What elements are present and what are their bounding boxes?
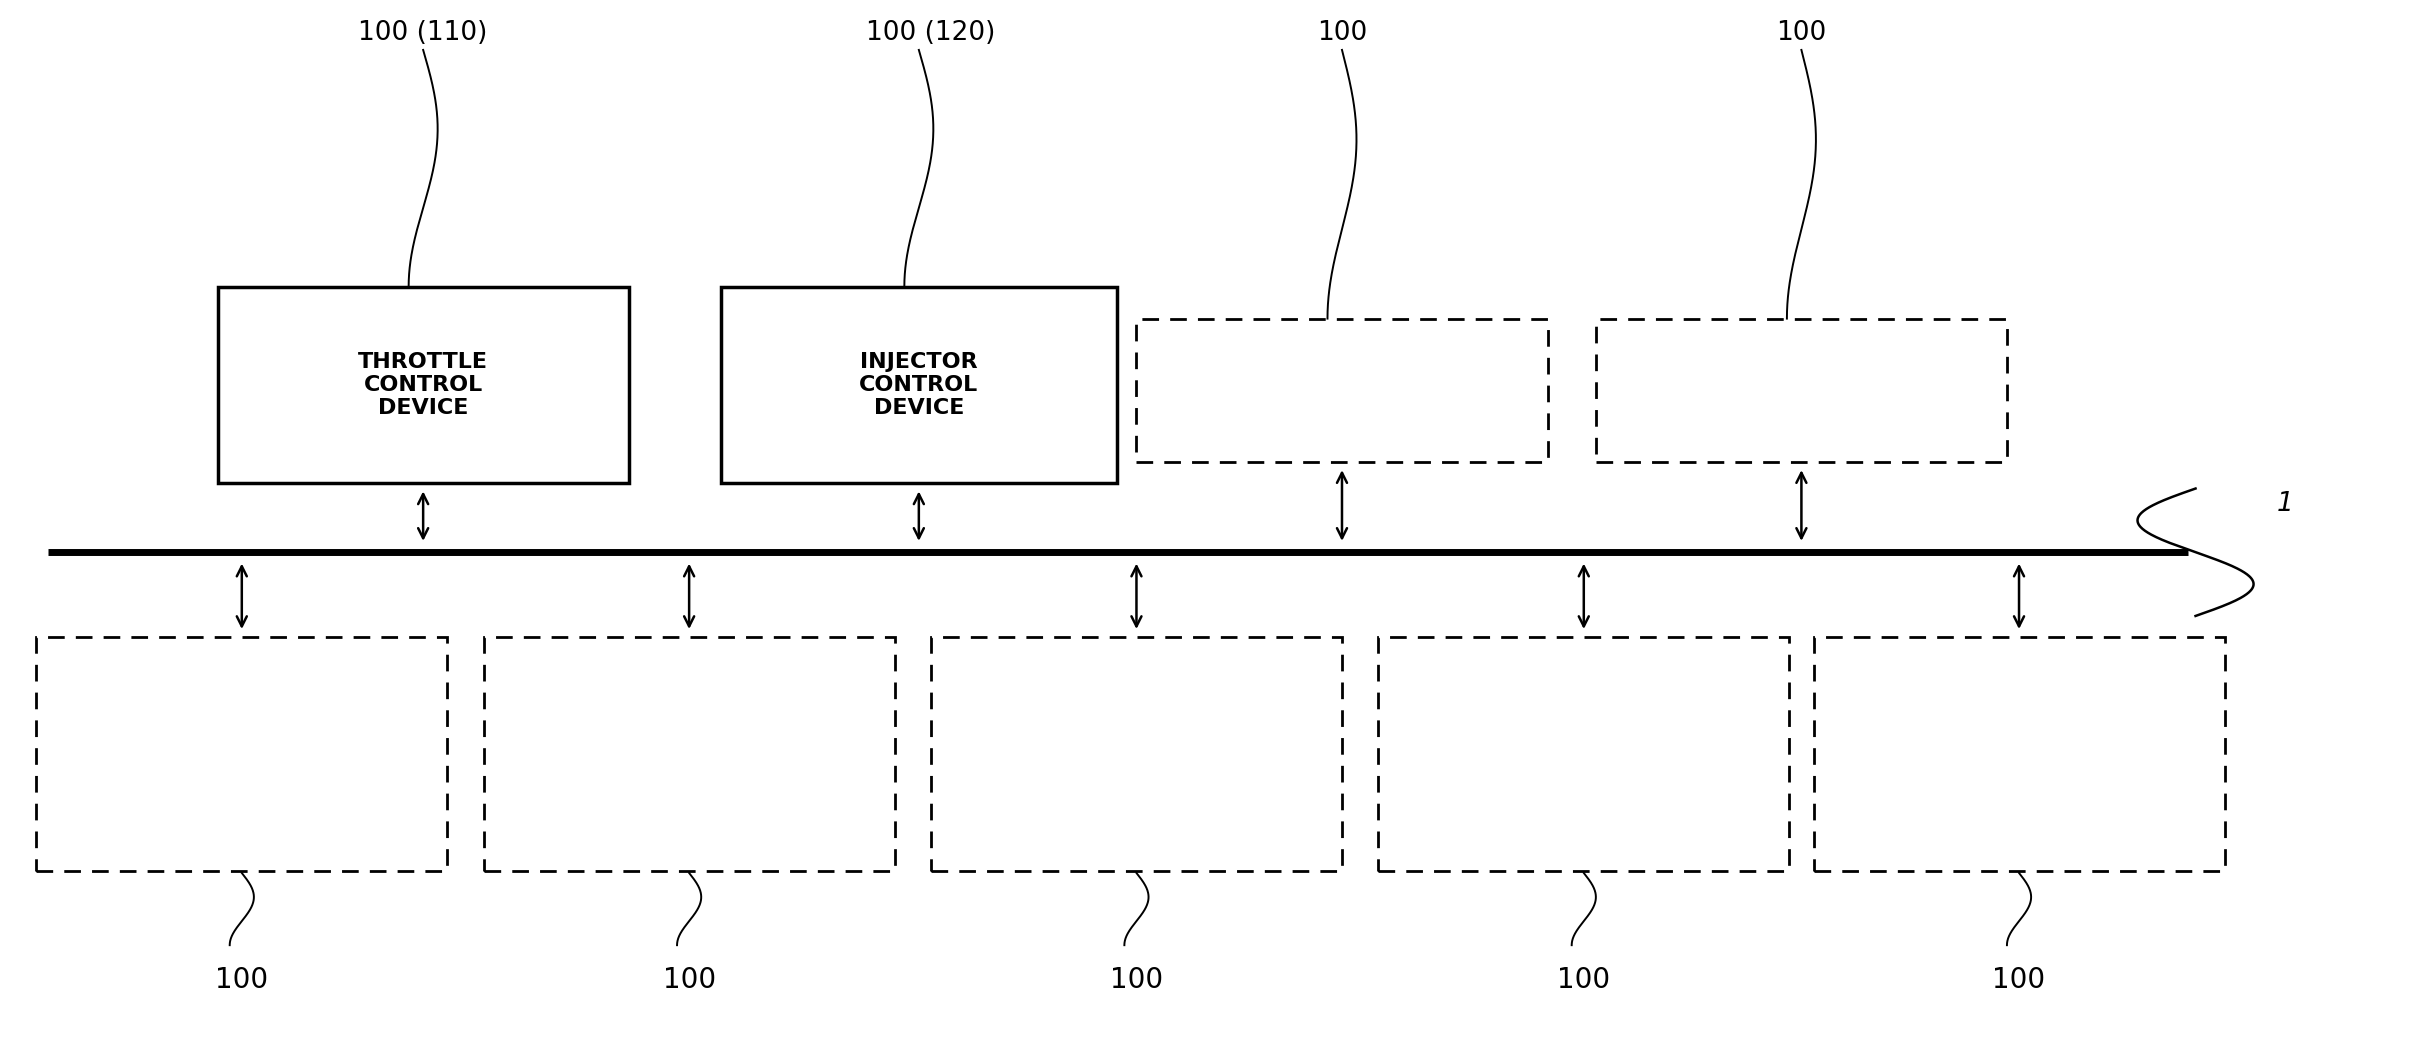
Text: INJECTOR
CONTROL
DEVICE: INJECTOR CONTROL DEVICE [858,352,979,418]
Bar [36,637,447,871]
Text: 100 (120): 100 (120) [866,20,996,46]
Text: 100: 100 [215,966,268,994]
Text: 100: 100 [1318,20,1366,46]
Bar [1596,319,2007,462]
Text: 100: 100 [1992,966,2046,994]
Text: 1: 1 [2278,492,2292,517]
Bar [218,287,629,483]
Text: 100: 100 [1557,966,1610,994]
Bar [484,637,895,871]
Bar [931,637,1342,871]
Text: 100: 100 [663,966,716,994]
Bar [1136,319,1548,462]
Text: 100 (110): 100 (110) [358,20,488,46]
Text: THROTTLE
CONTROL
DEVICE: THROTTLE CONTROL DEVICE [358,352,488,418]
Bar [1814,637,2225,871]
Bar [1378,637,1789,871]
Bar [721,287,1117,483]
Text: 100: 100 [1110,966,1163,994]
Text: 100: 100 [1777,20,1826,46]
